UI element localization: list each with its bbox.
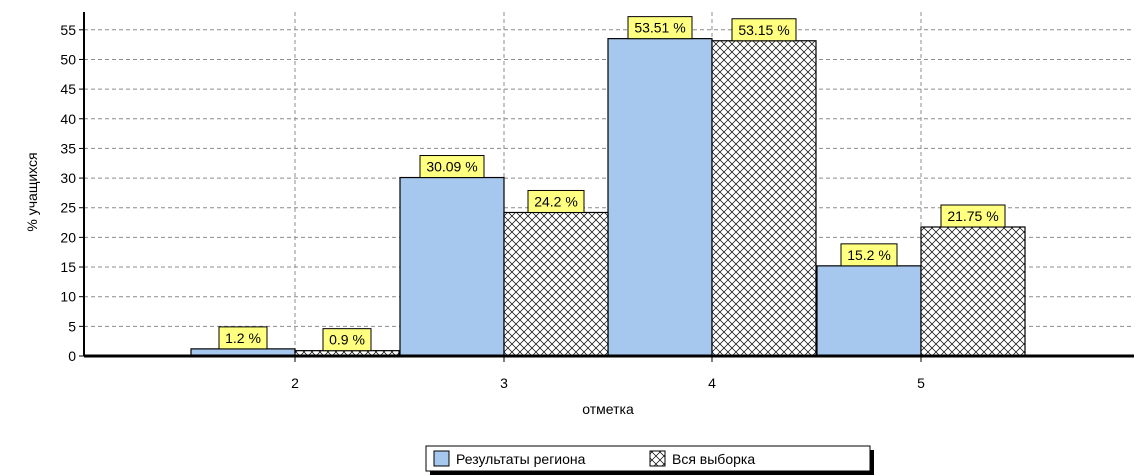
- x-axis-title: отметка: [582, 401, 634, 417]
- data-label: 1.2 %: [225, 330, 261, 346]
- legend-label-sample: Вся выборка: [672, 451, 755, 467]
- x-tick-label: 2: [291, 375, 299, 391]
- data-label: 21.75 %: [947, 208, 998, 224]
- legend-box: [425, 445, 871, 472]
- x-tick-label: 5: [917, 375, 925, 391]
- y-tick-label: 55: [60, 22, 76, 38]
- legend-label-region: Результаты региона: [456, 451, 586, 467]
- data-label-box: [940, 204, 1006, 228]
- data-label: 30.09 %: [426, 159, 477, 175]
- data-label-box: [840, 243, 898, 267]
- y-tick-label: 10: [60, 289, 76, 305]
- y-tick-label: 50: [60, 51, 76, 67]
- data-label-box: [322, 328, 372, 352]
- legend-swatch-region: [433, 450, 450, 467]
- bar-sample: [503, 211, 609, 357]
- bar-sample: [920, 226, 1026, 357]
- y-tick-label: 20: [60, 229, 76, 245]
- bar-region: [607, 38, 713, 357]
- legend-swatch-sample: [649, 450, 666, 467]
- y-tick-label: 30: [60, 170, 76, 186]
- data-label: 53.51 %: [634, 20, 685, 36]
- y-tick-label: 40: [60, 111, 76, 127]
- bar-region: [816, 265, 922, 357]
- bar-sample: [711, 40, 817, 357]
- x-tick-label: 3: [500, 375, 508, 391]
- y-tick-label: 45: [60, 81, 76, 97]
- x-tick-label: 4: [708, 375, 716, 391]
- data-label-box: [218, 326, 268, 350]
- y-tick-label: 35: [60, 140, 76, 156]
- data-label: 24.2 %: [534, 193, 578, 209]
- legend: Результаты региона Вся выборка: [425, 445, 874, 475]
- y-tick-label: 0: [68, 348, 76, 364]
- data-label-box: [627, 16, 693, 40]
- data-label: 53.15 %: [738, 22, 789, 38]
- data-label: 15.2 %: [847, 247, 891, 263]
- bars: [190, 38, 1026, 357]
- data-label: 0.9 %: [329, 332, 365, 348]
- y-tick-label: 15: [60, 259, 76, 275]
- data-label-box: [731, 18, 797, 42]
- bar-region: [399, 176, 505, 357]
- y-axis-title: % учащихся: [24, 152, 40, 231]
- data-labels: 1.2 % 30.09 % 53.51 % 15.2 % 0.9 % 24.2 % 53.1…: [218, 16, 1006, 352]
- y-tick-label: 25: [60, 200, 76, 216]
- data-label-box: [527, 189, 585, 213]
- data-label-box: [419, 155, 485, 179]
- y-tick-label: 5: [68, 318, 76, 334]
